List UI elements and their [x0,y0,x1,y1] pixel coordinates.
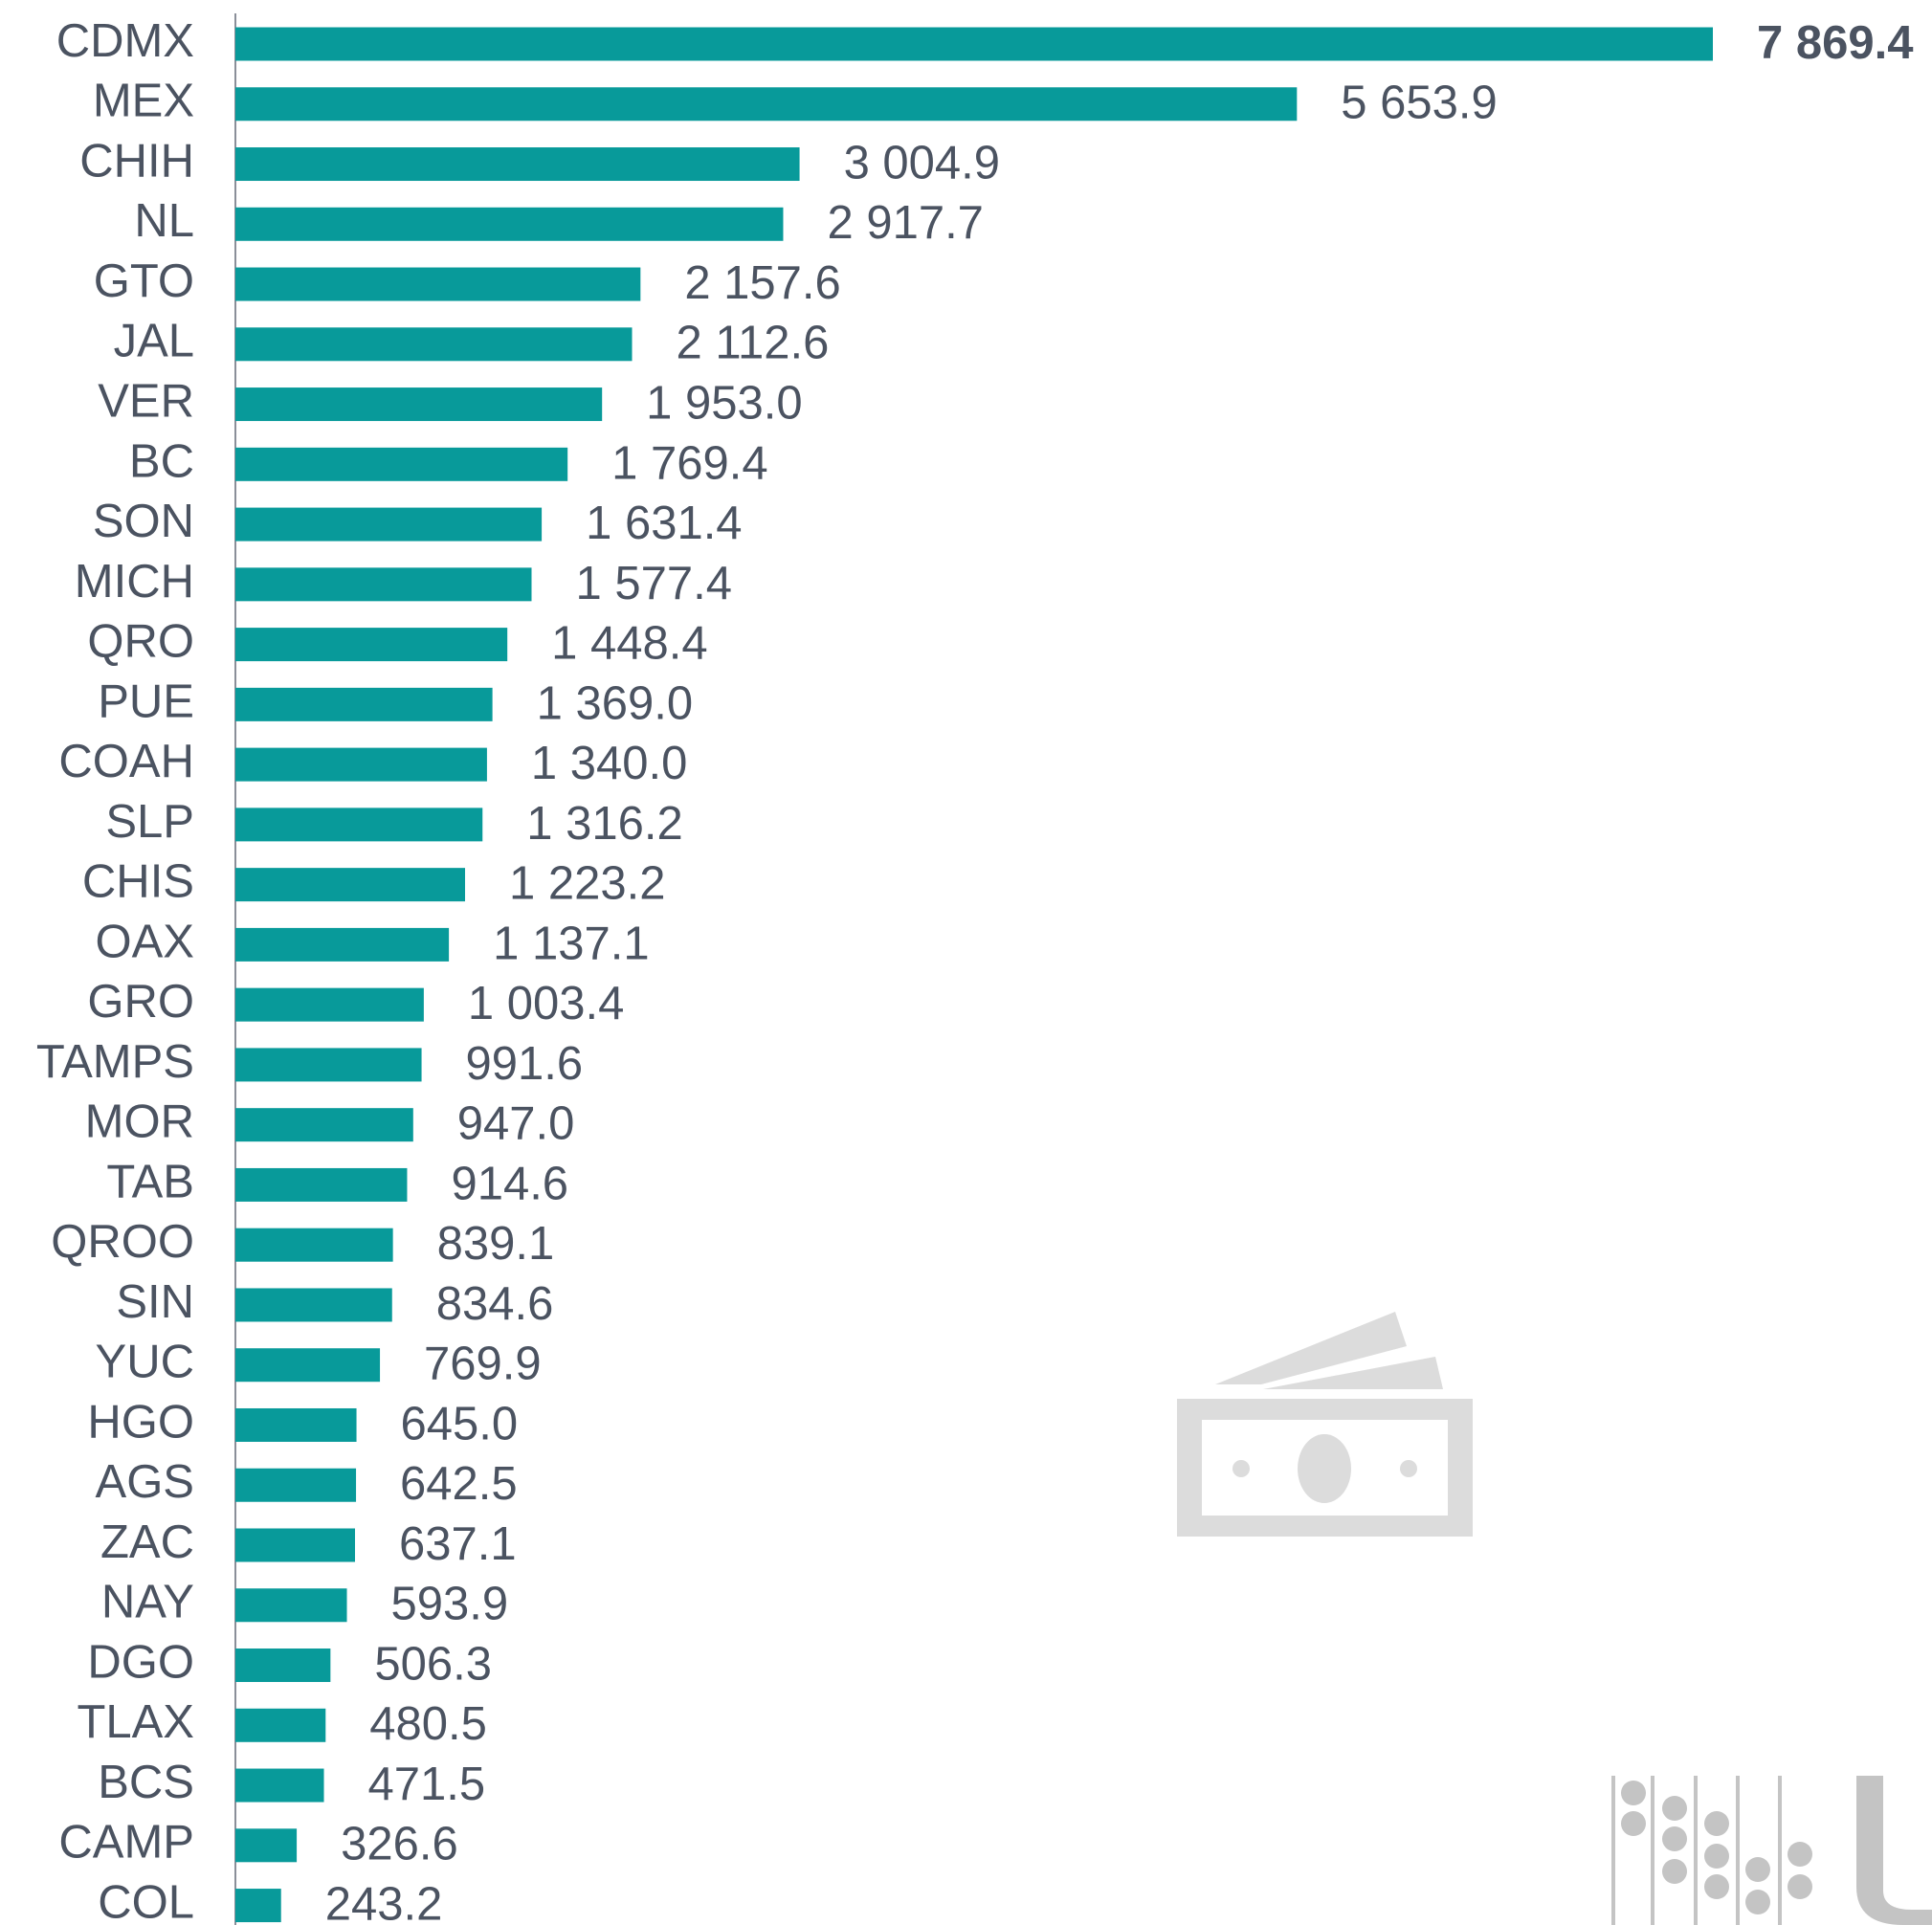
bar [235,207,784,241]
bar [235,1348,381,1383]
category-label: MEX [93,76,194,127]
bar [235,1648,331,1683]
value-label: 1 316.2 [526,798,683,850]
category-label: BCS [98,1757,194,1808]
category-label: DGO [87,1636,194,1688]
category-label: MICH [75,556,194,608]
category-label: VER [98,375,194,427]
category-label: OAX [96,916,194,967]
bar [235,1167,408,1202]
value-label: 1 369.0 [537,677,694,729]
bar [235,1468,357,1502]
bar [235,808,483,842]
category-label: QRO [87,616,194,668]
bar [235,1108,413,1142]
category-label: CHIH [79,135,194,187]
value-label: 914.6 [451,1158,568,1209]
category-label: PUE [98,675,194,727]
value-label: 645.0 [401,1398,519,1449]
bar [235,1048,422,1082]
value-label: 642.5 [400,1458,518,1510]
value-label: 593.9 [391,1579,509,1630]
value-label: 1 577.4 [575,558,732,609]
bar [235,267,641,301]
value-label: 637.1 [399,1518,517,1570]
category-label: COL [98,1876,194,1925]
bar [235,1768,324,1803]
value-label: 839.1 [437,1218,555,1270]
value-label: 7 869.4 [1757,17,1914,69]
category-label: MOR [85,1096,194,1148]
bar [235,927,450,962]
value-label: 2 157.6 [684,257,841,309]
value-label: 1 003.4 [468,978,625,1029]
bar [235,507,543,542]
bar [235,1828,298,1863]
value-label: 769.9 [424,1339,542,1390]
bar [235,868,465,902]
category-label: GTO [94,255,194,307]
bar [235,628,508,662]
value-label: 326.6 [341,1819,458,1870]
category-label: SIN [116,1276,194,1328]
category-label: HGO [87,1396,194,1448]
bar [235,327,633,362]
bar [235,27,1713,61]
bar [235,1228,393,1262]
bar [235,1708,326,1742]
bar [235,1528,356,1562]
value-label: 1 340.0 [531,738,688,789]
logo [1611,1776,1932,1925]
bar [235,1407,357,1442]
category-label: NAY [101,1577,194,1628]
value-label: 5 653.9 [1341,77,1498,129]
bar [235,1588,347,1623]
bar [235,447,568,481]
bar [235,1288,392,1322]
value-label: 1 448.4 [551,618,708,670]
category-label: ZAC [100,1516,194,1568]
value-label: 480.5 [369,1698,487,1750]
value-label: 3 004.9 [844,137,1001,188]
value-label: 1 137.1 [493,918,650,969]
value-label: 947.0 [457,1098,575,1150]
value-label: 834.6 [436,1278,554,1330]
value-label: 243.2 [325,1878,443,1925]
value-label: 2 917.7 [827,197,984,249]
bar [235,567,532,602]
bar [235,87,1298,122]
category-label: COAH [58,736,194,787]
bar [235,387,603,422]
category-label: CDMX [56,15,194,67]
value-label: 1 223.2 [509,858,666,910]
category-label: GRO [87,976,194,1028]
category-label: TAMPS [36,1036,194,1088]
bar [235,687,493,721]
category-label: TAB [106,1156,194,1207]
money-icon [1177,1312,1473,1537]
value-label: 506.3 [374,1638,492,1690]
value-label: 471.5 [368,1759,486,1810]
category-label: YUC [96,1337,194,1388]
value-label: 991.6 [466,1038,584,1090]
category-label: NL [134,195,194,247]
bar [235,987,424,1022]
category-label: SON [93,496,194,547]
category-label: CHIS [82,856,194,908]
category-label: JAL [114,316,194,367]
category-label: SLP [105,796,194,848]
bar [235,1889,281,1923]
category-label: BC [129,435,194,487]
category-label: QROO [51,1216,194,1268]
bar [235,147,800,182]
category-label: AGS [96,1456,194,1508]
value-label: 1 769.4 [611,437,768,489]
category-label: TLAX [77,1696,194,1748]
value-label: 1 953.0 [646,377,803,429]
value-label: 1 631.4 [586,498,743,549]
value-label: 2 112.6 [676,318,829,369]
category-label: CAMP [58,1817,194,1869]
bar [235,747,487,782]
